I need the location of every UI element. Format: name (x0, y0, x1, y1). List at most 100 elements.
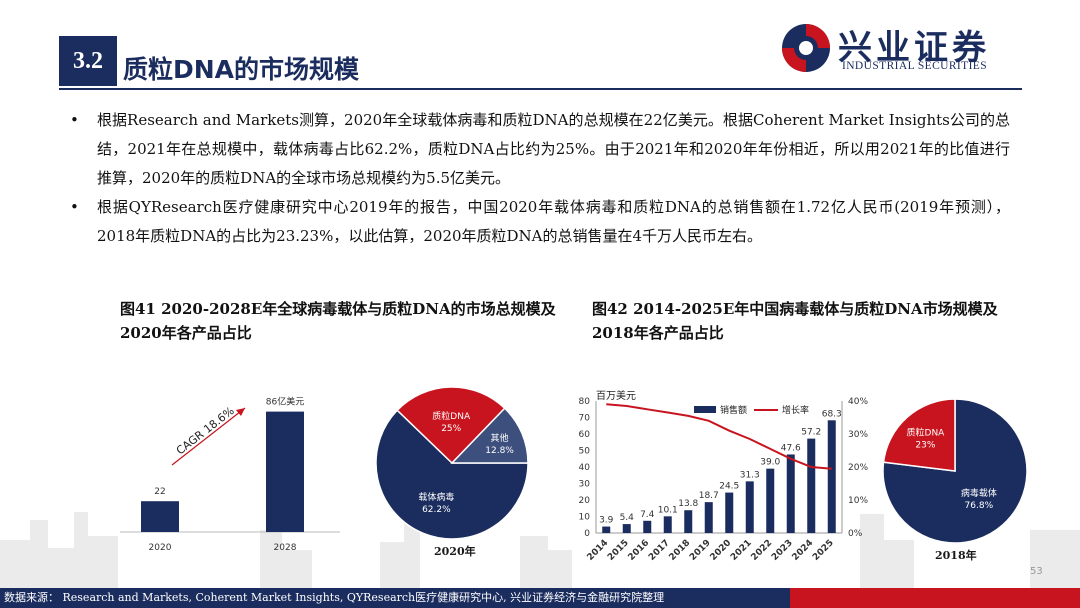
bar-value-label: 3.9 (599, 516, 614, 526)
bar-value-label: 57.2 (801, 428, 821, 438)
bar-2015 (622, 524, 631, 533)
pie-slice-value: 25% (441, 424, 461, 434)
bar-2028 (266, 411, 304, 532)
pie-2018-label: 2018年 (935, 549, 977, 562)
bar-2020 (725, 492, 734, 533)
x-tick-label: 2014 (586, 538, 611, 563)
pie-slice-name: 载体病毒 (418, 491, 454, 503)
skyline-decoration (0, 512, 1080, 588)
y-tick-label: 50 (579, 447, 591, 457)
x-tick-label: 2018 (668, 538, 693, 563)
global-share-pie-chart: 载体病毒 62.2% 质粒DNA 25% 其他 12.8% (375, 386, 529, 540)
bar-2017 (663, 516, 672, 533)
x-tick-label: 2016 (627, 538, 652, 563)
bar-value-label: 18.7 (699, 491, 719, 501)
bar-value-label: 47.6 (781, 443, 801, 453)
section-number: 3.2 (59, 36, 117, 86)
bullet-text: 根据Research and Markets测算，2020年全球载体病毒和质粒D… (97, 111, 1010, 187)
pie-slice (396, 386, 506, 465)
page-number: 53 (1030, 566, 1043, 577)
pie-slice (375, 409, 529, 540)
pie-2020-label: 2020年 (434, 545, 476, 558)
global-market-bar-chart: 22 2020 86亿美元 2028 CAGR 18.6% (120, 396, 340, 553)
bar-value-label: 39.0 (760, 458, 780, 468)
bar-2025 (827, 420, 836, 533)
bar-value-label: 13.8 (678, 499, 698, 509)
y2-tick-label: 40% (848, 397, 868, 407)
bar-value-label: 31.3 (740, 470, 760, 480)
pie-slice (882, 398, 956, 472)
x-tick-label: 2025 (811, 538, 836, 563)
logo-swirl-icon (782, 24, 830, 72)
x-tick-label: 2017 (647, 538, 672, 563)
y2-tick-label: 0% (848, 529, 863, 539)
china-share-pie-chart: 病毒载体 76.8% 质粒DNA 23% (882, 398, 1028, 544)
cagr-annotation: CAGR 18.6% (174, 404, 237, 457)
x-tick-label: 2021 (729, 538, 754, 563)
y-tick-label: 0 (584, 529, 590, 539)
cagr-arrow-line (171, 407, 246, 466)
legend-bar-swatch (694, 406, 716, 413)
y-tick-label: 70 (579, 414, 591, 424)
bullet-list: • 根据Research and Markets测算，2020年全球载体病毒和质… (70, 106, 1010, 251)
y2-tick-label: 20% (848, 463, 868, 473)
y-tick-label: 20 (579, 496, 591, 506)
figure-42-caption: 图42 2014-2025E年中国病毒载体与质粒DNA市场规模及2018年各产品… (592, 300, 998, 342)
header-divider (59, 88, 1022, 90)
x-tick-label: 2023 (770, 538, 795, 563)
china-market-combo-chart: 百万美元 0 10 20 30 40 50 60 70 80 0% 10% 20% 30% 40% 3.9 20… (579, 389, 869, 563)
x-tick-label: 2015 (606, 538, 631, 563)
bar-value-label: 22 (154, 487, 165, 497)
pie-slice-name: 病毒载体 (961, 487, 997, 499)
bar-value-label: 86亿美元 (266, 396, 304, 408)
pie-slice-name: 其他 (491, 432, 509, 444)
growth-rate-line (606, 403, 832, 470)
cagr-arrow-head (236, 408, 245, 416)
bar-2018 (684, 510, 693, 533)
figure-41-caption: 图41 2020-2028E年全球病毒载体与质粒DNA的市场总规模及2020年各… (120, 300, 556, 342)
data-source-note: 数据来源： Research and Markets, Coherent Mar… (4, 591, 665, 604)
bar-2023 (786, 454, 795, 533)
bar-2022 (766, 468, 775, 533)
y-tick-label: 10 (579, 513, 591, 523)
x-tick-label: 2024 (791, 538, 816, 563)
x-tick-label: 2020 (709, 538, 734, 563)
bullet-item: • 根据QYResearch医疗健康研究中心2019年的报告，中国2020年载体… (70, 193, 1010, 251)
pie-slice-value: 76.8% (965, 501, 994, 511)
bar-value-label: 24.5 (719, 482, 739, 492)
legend-bar-label: 销售额 (720, 404, 747, 416)
pie-slice-name: 质粒DNA (907, 427, 946, 439)
y-axis-title: 百万美元 (596, 389, 636, 402)
company-logo: 兴业证券 INDUSTRIAL SECURITIES (780, 20, 1020, 76)
footer-accent (790, 588, 1080, 608)
legend-line-label: 增长率 (782, 404, 809, 416)
logo-text-cn: 兴业证券 (838, 28, 990, 68)
x-tick-label: 2020 (149, 543, 172, 553)
y2-tick-label: 10% (848, 496, 868, 506)
bullet-dot: • (70, 198, 79, 216)
bar-2020 (141, 501, 179, 532)
pie-slice-value: 12.8% (485, 446, 514, 456)
bar-value-label: 7.4 (640, 510, 655, 520)
bullet-text: 根据QYResearch医疗健康研究中心2019年的报告，中国2020年载体病毒… (97, 198, 1010, 245)
page-title: 质粒DNA的市场规模 (123, 55, 360, 84)
pie-slice-value: 62.2% (422, 505, 451, 515)
y-tick-label: 40 (579, 463, 591, 473)
pie-slice-name: 质粒DNA (432, 410, 471, 422)
bar-2016 (643, 520, 652, 533)
bullet-item: • 根据Research and Markets测算，2020年全球载体病毒和质… (70, 106, 1010, 193)
pie-slice (450, 407, 529, 464)
x-tick-label: 2022 (750, 538, 775, 563)
bar-2019 (704, 502, 713, 533)
x-tick-label: 2028 (274, 543, 297, 553)
y2-tick-label: 30% (848, 430, 868, 440)
y-tick-label: 30 (579, 480, 591, 490)
y-tick-label: 60 (579, 430, 591, 440)
bar-2024 (807, 438, 816, 533)
bar-2014 (602, 526, 611, 533)
pie-slice-value: 23% (915, 441, 935, 451)
x-tick-label: 2019 (688, 538, 713, 563)
bullet-dot: • (70, 111, 79, 129)
logo-text-en: INDUSTRIAL SECURITIES (842, 60, 988, 72)
bar-value-label: 10.1 (658, 505, 678, 515)
